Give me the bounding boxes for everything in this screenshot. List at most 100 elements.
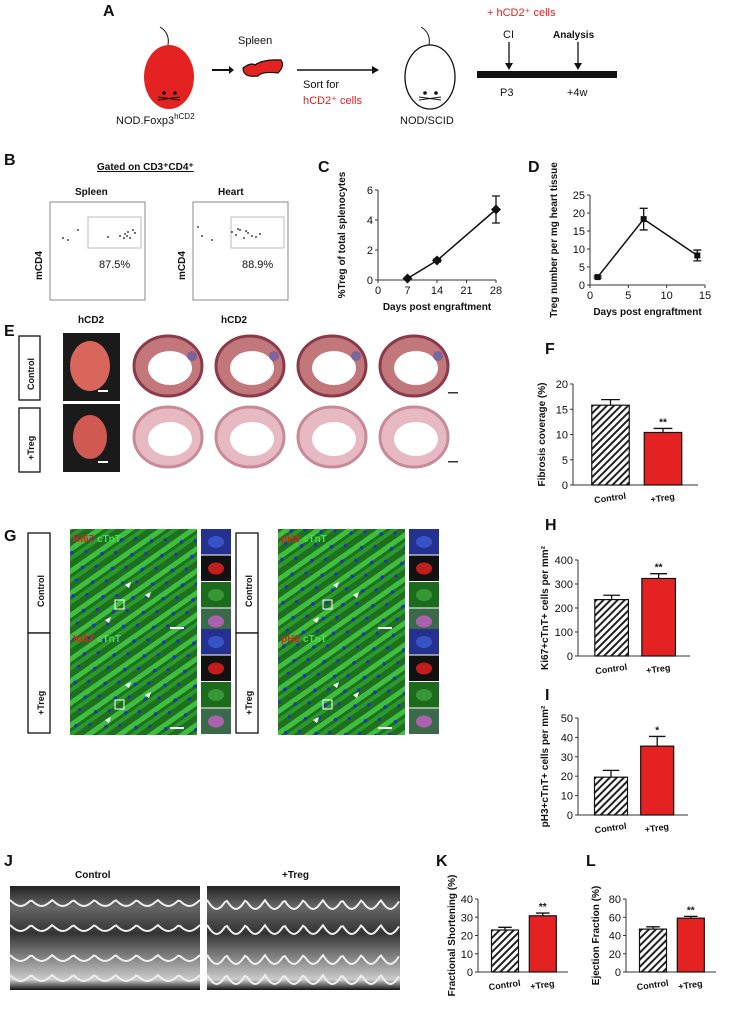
y-tick-label: 5 <box>579 262 585 274</box>
stain-label: Ki67 cTnT <box>73 634 121 645</box>
scale-bar <box>448 392 458 394</box>
data-point <box>491 204 501 215</box>
spleen-label: Spleen <box>238 35 272 47</box>
error-bar <box>650 573 668 579</box>
panel-label-k: K <box>436 853 448 870</box>
y-tick-label: 15 <box>556 404 568 416</box>
fluorescence-image <box>70 529 197 635</box>
y-tick-label: 10 <box>461 949 473 961</box>
bar-control <box>638 928 668 973</box>
chart-h: 0 100 200 300 400 Ki67+cTnT+ cells per mm² Con… <box>540 545 690 676</box>
panel-label-l: L <box>586 853 596 870</box>
gate-box <box>230 216 285 249</box>
donor-label: NOD.Foxp3hCD2 <box>116 112 195 127</box>
section-lumen <box>148 422 192 456</box>
arrow-icon <box>229 66 234 74</box>
immunofluorescence-panel: Control Ki67 cTnT Control pH3 cTnT +Treg Ki67 cT… <box>27 529 439 735</box>
section-lumen <box>394 422 438 456</box>
section-lumen <box>312 422 356 456</box>
y-tick-label: 0 <box>567 651 573 663</box>
section-lumen <box>230 422 274 456</box>
scale-bar <box>378 627 392 629</box>
y-tick-label: 6 <box>367 185 373 197</box>
echo-label-control: Control <box>75 870 111 881</box>
flow-event <box>77 229 79 231</box>
charts: 0 2 4 6 %Treg of total splenocytes 0 7 14 21 28 Da… <box>337 162 716 997</box>
gate-title: Gated on CD3⁺CD4⁺ <box>97 162 194 173</box>
x-tick-label: 7 <box>404 285 410 297</box>
echo-image-treg <box>207 886 400 990</box>
flow-event <box>235 234 237 236</box>
y-tick-label: 50 <box>561 713 573 725</box>
flow-event <box>231 231 233 233</box>
mouse-tail-icon <box>159 26 169 46</box>
error-bar <box>653 427 673 433</box>
flow-plot-title: Heart <box>218 187 244 198</box>
sort-label: Sort for <box>303 79 339 91</box>
flow-cytometry-panel: Gated on CD3⁺CD4⁺ Spleen 87.5% mCD4 hCD2 Hea… <box>34 162 289 326</box>
flow-event <box>197 226 199 228</box>
flow-event <box>134 232 136 234</box>
y-tick-label: 200 <box>555 603 573 615</box>
chart-l: 0 20 40 60 80 Ejection Fraction (%) Control ** +… <box>591 886 716 992</box>
flow-event <box>201 235 203 237</box>
y-tick-label: 60 <box>609 912 621 924</box>
y-tick-label: 80 <box>609 894 621 906</box>
panel-label-c: C <box>318 159 330 176</box>
y-tick-label: 40 <box>461 894 473 906</box>
flow-event <box>259 233 261 235</box>
panel-label-h: H <box>545 517 557 534</box>
x-tick-label: 0 <box>375 285 381 297</box>
y-tick-label: 10 <box>573 244 585 256</box>
y-tick-label: 0 <box>567 810 573 822</box>
y-axis-label: %Treg of total splenocytes <box>337 171 348 298</box>
error-bar <box>601 399 620 406</box>
bar-treg <box>676 917 705 973</box>
arrowhead-icon <box>145 592 151 598</box>
y-tick-label: 30 <box>461 912 473 924</box>
flow-event <box>124 233 126 235</box>
y-tick-label: 4 <box>367 215 373 227</box>
arrowhead-icon <box>105 617 111 623</box>
y-tick-label: 20 <box>461 931 473 943</box>
row-label-control: Control <box>26 358 36 390</box>
x-tick-label: +Treg <box>678 978 703 991</box>
flow-event <box>255 236 257 238</box>
bar-control <box>591 404 630 486</box>
y-tick-label: 0 <box>579 280 585 292</box>
x-tick-label: Control <box>636 978 669 992</box>
spleen-icon <box>242 59 284 77</box>
flow-event <box>127 231 129 233</box>
arrowhead-icon <box>313 717 319 723</box>
scale-bar <box>170 627 184 629</box>
x-tick-label: +Treg <box>530 978 555 991</box>
x-tick-label: 28 <box>490 285 502 297</box>
flow-event <box>67 239 69 241</box>
y-axis-label: Treg number per mg heart tissue <box>549 162 560 318</box>
arrowhead-icon <box>333 682 339 688</box>
significance-marker: * <box>655 725 659 736</box>
flow-plot-frame <box>49 201 146 301</box>
timeline-p3: P3 <box>500 87 513 99</box>
flow-event <box>107 236 109 238</box>
sort-target-label: hCD2⁺ cells <box>303 95 362 107</box>
x-tick-label: Control <box>594 491 627 505</box>
x-tick-label: 10 <box>661 290 673 302</box>
zoom-region-box <box>322 699 333 710</box>
y-axis-label: Fractional Shortening (%) <box>447 875 458 997</box>
row-label-treg: +Treg <box>26 436 36 460</box>
ci-label: CI <box>503 29 514 41</box>
series-line <box>407 208 497 280</box>
row-label: Control <box>36 575 46 607</box>
section-lumen <box>230 351 274 385</box>
x-tick-label: Control <box>488 978 521 992</box>
arrowhead-icon <box>125 682 131 688</box>
error-bar <box>648 735 666 747</box>
fluorescence-image <box>70 629 197 735</box>
chart-d: 0 5 10 15 20 25 Treg number per mg heart tissu… <box>549 162 711 318</box>
x-tick-label: +Treg <box>646 662 671 675</box>
arrowhead-icon <box>333 582 339 588</box>
flow-event <box>237 228 239 230</box>
y-tick-label: 40 <box>609 931 621 943</box>
